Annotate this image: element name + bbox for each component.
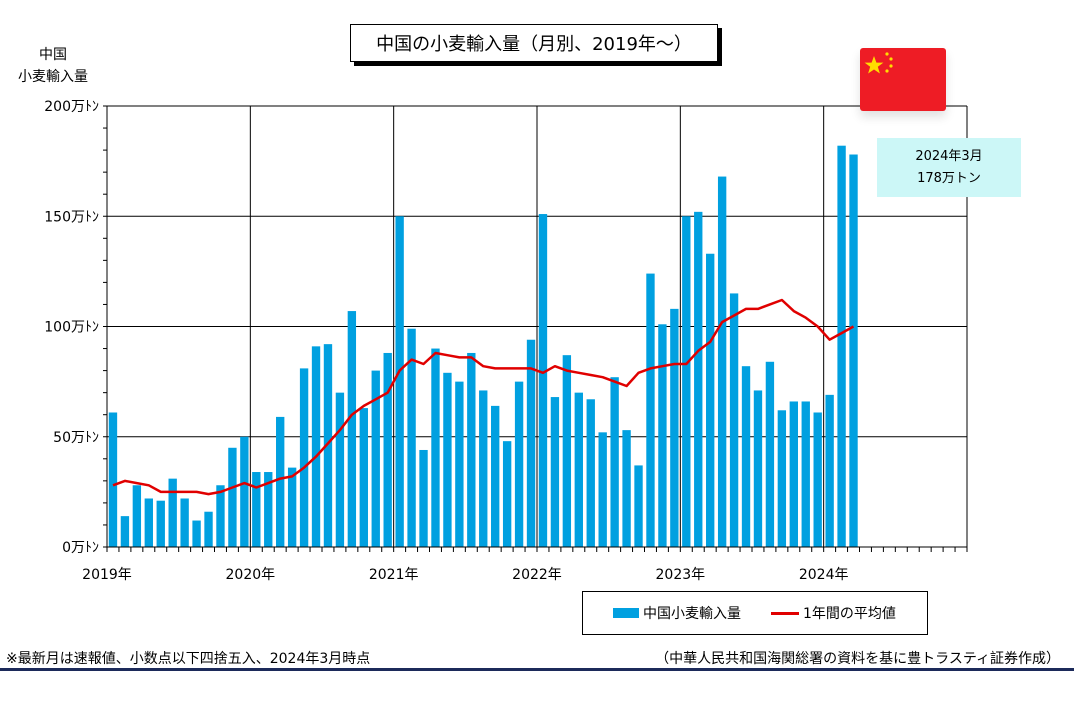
bar (610, 377, 619, 547)
bar (240, 436, 249, 547)
bar (753, 390, 763, 547)
bar (526, 339, 536, 547)
bar (813, 412, 822, 547)
bar (228, 447, 237, 547)
bar (359, 408, 368, 547)
bar (144, 498, 153, 547)
bar (299, 368, 309, 547)
bar (634, 465, 643, 547)
flag-small-star-icon (885, 69, 889, 73)
bar (765, 361, 775, 547)
x-year-label: 2019年 (82, 567, 132, 583)
bar (407, 328, 416, 547)
bar (491, 405, 500, 547)
legend-line-swatch (771, 611, 799, 615)
bar (467, 352, 476, 547)
x-year-label: 2024年 (799, 567, 849, 583)
bar (335, 392, 345, 547)
bar (646, 273, 655, 547)
bar (682, 216, 691, 547)
y-axis-title-line1: 中国 (39, 47, 67, 63)
bar (670, 308, 679, 547)
legend-item-bar: 中国小麦輸入量 (613, 603, 741, 623)
bar (180, 498, 189, 547)
bar (550, 397, 560, 547)
bar (622, 430, 631, 547)
bar (694, 211, 703, 547)
bar (311, 346, 321, 547)
bar (455, 381, 464, 547)
bar (849, 154, 858, 547)
bar (276, 416, 285, 547)
bar (252, 472, 261, 547)
source-note: （中華人民共和国海関総署の資料を基に豊トラスティ証券作成） (655, 651, 1060, 667)
bar (574, 392, 583, 547)
bottom-divider (0, 668, 1074, 671)
bar (371, 370, 380, 547)
bar (204, 511, 213, 547)
bar (825, 394, 834, 547)
bar (168, 478, 177, 547)
bar (741, 366, 751, 547)
bar (562, 355, 572, 547)
bar (538, 214, 548, 548)
y-tick-label: 50万ﾄﾝ (53, 430, 99, 446)
y-tick-label: 150万ﾄﾝ (44, 209, 99, 225)
y-axis-title: 中国 小麦輸入量 (18, 44, 88, 88)
bar (479, 390, 488, 547)
y-axis-title-line2: 小麦輸入量 (18, 69, 88, 85)
legend-item-line: 1年間の平均値 (771, 603, 896, 623)
bar (586, 399, 595, 547)
legend-line-label: 1年間の平均値 (803, 606, 896, 622)
callout-date: 2024年3月 (915, 148, 983, 164)
bar (287, 467, 297, 547)
y-tick-label: 100万ﾄﾝ (44, 320, 99, 336)
flag-small-star-icon (885, 52, 889, 56)
y-tick-label: 200万ﾄﾝ (44, 99, 99, 115)
flag-small-star-icon (889, 57, 893, 61)
bar (383, 352, 392, 547)
bar (729, 293, 739, 547)
bar (443, 372, 452, 547)
bar (419, 449, 428, 547)
bar (216, 485, 225, 547)
chart-plot: 0万ﾄﾝ 50万ﾄﾝ 100万ﾄﾝ 150万ﾄﾝ 200万ﾄﾝ 2019年 2020年 202… (44, 99, 968, 583)
flag-big-star-icon (864, 56, 884, 74)
bar (801, 401, 810, 547)
bar (132, 485, 142, 547)
bar (431, 348, 440, 547)
legend-bar-label: 中国小麦輸入量 (643, 606, 741, 622)
bar (120, 516, 130, 547)
bar (717, 176, 727, 547)
bar (837, 145, 846, 547)
callout-value: 178万トン (917, 170, 981, 186)
legend: 中国小麦輸入量 1年間の平均値 (582, 591, 928, 635)
x-year-label: 2020年 (226, 567, 276, 583)
bar (264, 472, 273, 547)
bar (395, 216, 404, 547)
chart-title: 中国の小麦輸入量（月別、2019年～） (350, 24, 718, 62)
bar (108, 412, 118, 547)
legend-bar-swatch (613, 608, 639, 618)
x-year-label: 2022年 (512, 567, 562, 583)
latest-value-callout: 2024年3月 178万トン (877, 138, 1021, 197)
x-year-label: 2021年 (369, 567, 419, 583)
bar (156, 500, 165, 547)
y-tick-label: 0万ﾄﾝ (62, 540, 99, 556)
x-year-label: 2023年 (656, 567, 706, 583)
bar (598, 432, 607, 547)
footnote: ※最新月は速報値、小数点以下四捨五入、2024年3月時点 (6, 651, 371, 667)
bar (789, 401, 798, 547)
bar (502, 441, 512, 547)
average-line (112, 298, 855, 496)
bar (192, 520, 201, 547)
flag-small-star-icon (889, 64, 893, 68)
bar (777, 410, 787, 547)
bar (706, 253, 715, 548)
china-flag-icon (860, 48, 946, 111)
bar (347, 311, 357, 547)
bar (514, 381, 524, 547)
bar (323, 344, 333, 547)
bar (658, 324, 667, 547)
